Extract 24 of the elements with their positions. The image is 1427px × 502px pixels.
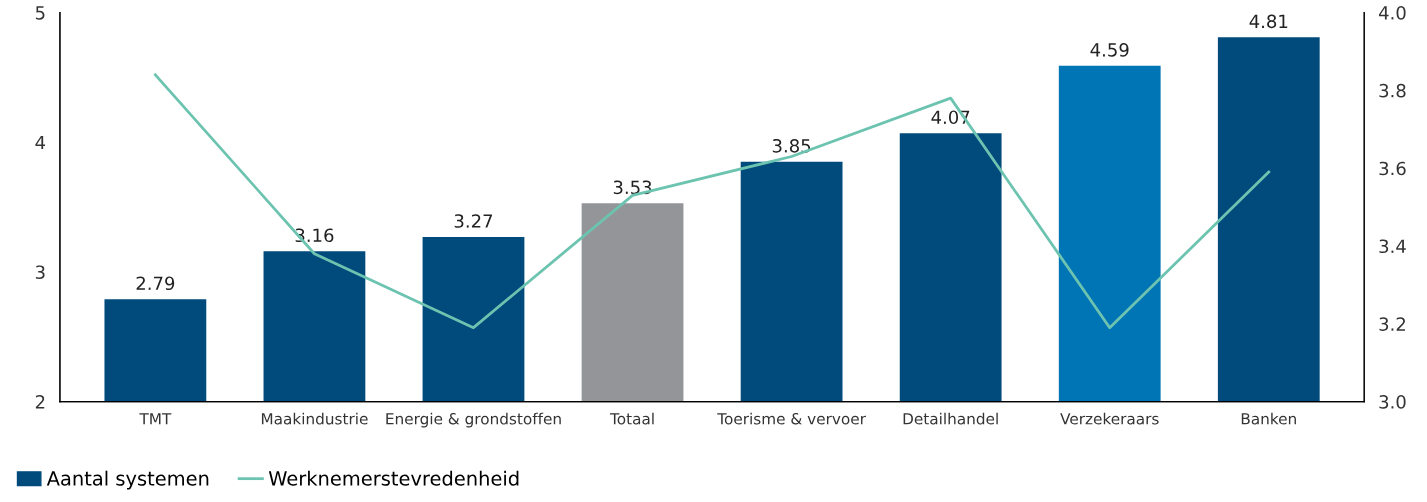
y2-tick-label: 3.8 — [1379, 83, 1406, 98]
x-tick-label: Verzekeraars — [1060, 412, 1159, 425]
data-label: 4.81 — [1249, 14, 1288, 29]
x-tick-label: Banken — [1241, 412, 1296, 425]
y-tick-label: 5 — [35, 6, 45, 20]
data-label: 2.79 — [136, 276, 175, 291]
y2-tick-label: 4.0 — [1378, 6, 1406, 20]
y-tick-label: 4 — [35, 135, 46, 150]
x-tick-label: TMT — [139, 413, 172, 425]
x-tick-label: Totaal — [609, 412, 654, 425]
x-tick-label: Toerisme & vervoer — [717, 412, 866, 425]
x-tick-label: Energie & grondstoffen — [386, 412, 561, 428]
y2-tick-label: 3.4 — [1379, 239, 1406, 254]
y-tick-label: 3 — [35, 265, 45, 280]
y2-tick-label: 3.6 — [1379, 161, 1406, 176]
data-label: 3.27 — [454, 214, 493, 228]
y2-tick-label: 3.2 — [1379, 317, 1406, 331]
y2-tick-label: 3.0 — [1379, 395, 1406, 409]
legend-label: Werknemerstevredenheid — [268, 470, 519, 486]
data-label: 4.59 — [1090, 43, 1129, 57]
x-tick-label: Maakindustrie — [261, 412, 368, 425]
x-tick-label: Detailhandel — [903, 412, 998, 425]
legend-label: Aantal systemen — [46, 470, 209, 490]
y-tick-label: 2 — [35, 395, 45, 409]
